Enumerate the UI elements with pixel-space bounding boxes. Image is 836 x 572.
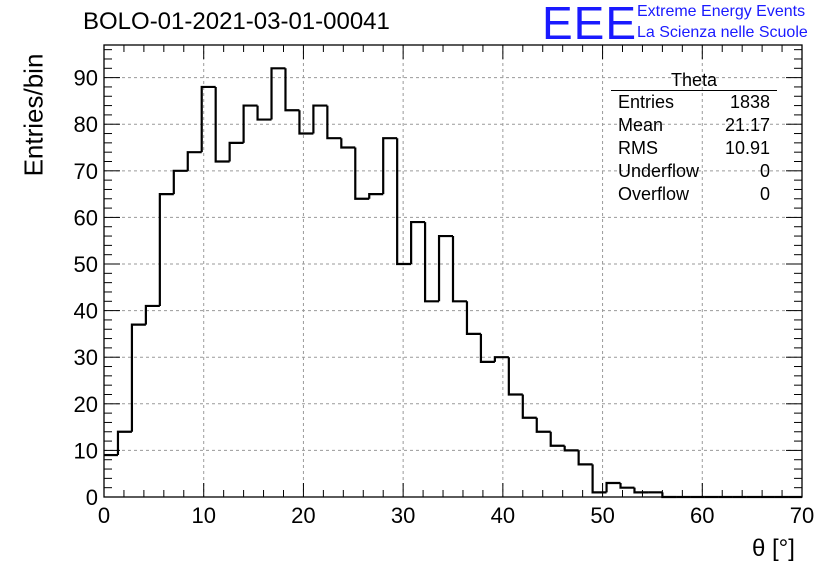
y-tick-label: 70 — [74, 159, 98, 184]
stats-label: Underflow — [618, 161, 700, 181]
histogram-bin — [354, 147, 370, 200]
x-tick-label: 10 — [191, 503, 215, 528]
stats-row-mean: Mean 21.17 — [611, 114, 777, 137]
histogram-bin — [591, 464, 607, 494]
histogram-bin — [130, 323, 146, 432]
histogram-bin — [242, 104, 258, 143]
histogram-bin — [479, 333, 495, 363]
logo-line-1: Extreme Energy Events — [637, 3, 806, 20]
stats-row-overflow: Overflow 0 — [611, 183, 777, 206]
plot-border — [103, 44, 803, 498]
stats-value: 10.91 — [724, 138, 770, 158]
chart-title: BOLO-01-2021-03-01-00041 — [83, 8, 390, 35]
y-tick-label: 30 — [74, 345, 98, 370]
histogram-bin — [382, 137, 398, 195]
histogram-bin — [605, 481, 621, 493]
histogram-bin — [535, 417, 551, 433]
histogram-bin — [228, 141, 244, 162]
histogram-bin — [312, 104, 328, 134]
histogram-bin — [577, 450, 593, 466]
histogram-bin — [368, 193, 384, 199]
histogram-bin — [256, 105, 272, 121]
histogram-bin — [284, 68, 300, 112]
x-tick-label: 70 — [790, 503, 814, 528]
histogram-bin — [451, 236, 467, 303]
x-tick-label: 30 — [391, 503, 415, 528]
x-tick-label: 20 — [291, 503, 315, 528]
histogram-bin — [507, 357, 523, 396]
logo-line-2: La Scienza nelle Scuole — [637, 24, 808, 41]
eee-logo: EEE — [542, 0, 638, 49]
histogram-bin — [619, 483, 635, 489]
y-tick-label: 50 — [74, 252, 98, 277]
histogram-bin — [563, 445, 579, 452]
histogram-bin — [340, 138, 356, 149]
histogram-bin — [549, 431, 565, 447]
stats-row-rms: RMS 10.91 — [611, 137, 777, 160]
y-tick-label: 40 — [74, 299, 98, 324]
histogram-bin — [410, 220, 426, 265]
y-tick-label: 80 — [74, 112, 98, 137]
stats-label: Mean — [618, 115, 664, 135]
x-axis-label: θ [°] — [752, 535, 795, 562]
histogram-bin — [186, 151, 202, 171]
stats-row-entries: Entries 1838 — [611, 91, 777, 114]
x-tick-label: 60 — [690, 503, 714, 528]
tick-labels: 0 10 20 30 40 50 60 70 0 10 20 30 40 50 60 70 80 90 — [74, 66, 815, 528]
histogram-bin — [172, 169, 188, 195]
stats-row-underflow: Underflow 0 — [611, 160, 777, 183]
histogram-steps — [104, 67, 802, 499]
histogram-bin — [423, 222, 440, 303]
stats-label: Overflow — [618, 184, 690, 204]
y-axis-label: Entries/bin — [18, 53, 49, 177]
stats-value: 1838 — [729, 92, 770, 112]
stats-value: 0 — [759, 161, 770, 181]
stats-label: Entries — [618, 92, 675, 112]
histogram-bin — [437, 234, 453, 302]
y-tick-label: 0 — [86, 485, 98, 510]
histogram-bin — [144, 304, 160, 325]
y-tick-label: 10 — [74, 438, 98, 463]
stats-value: 0 — [759, 184, 770, 204]
histogram-bin — [298, 110, 314, 135]
histogram-bin — [158, 193, 174, 306]
x-tick-label: 0 — [98, 503, 110, 528]
histogram-bin — [214, 86, 230, 163]
stats-label: RMS — [618, 138, 658, 158]
histogram-bin — [396, 138, 412, 266]
histogram-bin — [661, 492, 677, 499]
histogram-bin — [326, 105, 342, 140]
stats-box: Theta Entries 1838 Mean 21.17 RMS 10.91 … — [611, 70, 777, 206]
x-tick-label: 50 — [590, 503, 614, 528]
histogram-bin — [521, 394, 537, 419]
axis-ticks — [103, 45, 803, 498]
stats-title: Theta — [611, 70, 777, 91]
histogram-bin — [270, 67, 286, 120]
histogram-bin — [465, 301, 481, 336]
plot-frame — [103, 44, 803, 498]
y-tick-label: 60 — [74, 205, 98, 230]
y-tick-label: 20 — [74, 392, 98, 417]
histogram-bin — [493, 356, 509, 362]
histogram-bin — [116, 430, 132, 456]
histogram-bin — [200, 85, 216, 153]
x-tick-label: 40 — [491, 503, 515, 528]
y-tick-label: 90 — [74, 66, 98, 91]
stats-value: 21.17 — [724, 115, 770, 135]
histogram-bin — [633, 487, 649, 494]
